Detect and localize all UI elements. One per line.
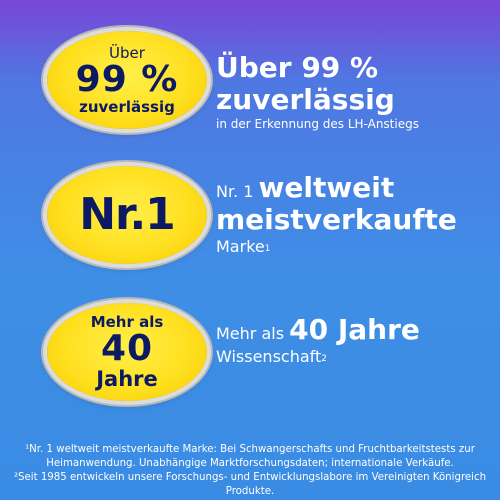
years-badge: Mehr als 40 Jahre bbox=[47, 303, 207, 401]
footnote-mark: 1 bbox=[264, 244, 271, 254]
feature-headline: zuverlässig bbox=[216, 83, 395, 116]
badge-top-text: Mehr als bbox=[90, 313, 164, 331]
feature-headline: 40 Jahre bbox=[289, 313, 420, 346]
badge-bottom-text: zuverlässig bbox=[79, 98, 175, 116]
badge-bottom-text: Jahre bbox=[96, 367, 158, 391]
footnotes: ¹Nr. 1 weltweit meistverkaufte Marke: Be… bbox=[0, 443, 500, 499]
feature-suffix: Marke bbox=[216, 237, 265, 256]
feature-headline: Über 99 % bbox=[216, 51, 379, 84]
feature-prefix: Nr. 1 bbox=[216, 182, 254, 201]
footnote-line: Heimanwendung. Unabhängige Marktforschun… bbox=[46, 458, 454, 469]
feature-bestseller: Nr. 1 weltweit meistverkaufte Marke1 bbox=[216, 172, 457, 258]
feature-headline: meistverkaufte bbox=[216, 203, 457, 236]
feature-suffix: Wissenschaft bbox=[216, 347, 322, 366]
feature-reliability: Über 99 % zuverlässig in der Erkennung d… bbox=[216, 52, 419, 132]
footnote-line: ²Seit 1985 entwickeln unsere Forschungs-… bbox=[13, 472, 487, 497]
badge-main-text: 40 bbox=[100, 328, 154, 369]
badge-main-text: 99 % bbox=[75, 59, 179, 100]
number-one-badge: Nr.1 bbox=[47, 166, 207, 264]
reliability-badge: Über 99 % zuverlässig bbox=[47, 31, 207, 129]
feature-headline: weltweit bbox=[258, 171, 395, 204]
badge-top-text: Über bbox=[109, 44, 145, 62]
feature-subtext: in der Erkennung des LH-Anstiegs bbox=[216, 117, 419, 131]
footnote-line: ¹Nr. 1 weltweit meistverkaufte Marke: Be… bbox=[25, 444, 475, 455]
footnote-mark: 2 bbox=[321, 354, 327, 364]
feature-science: Mehr als 40 Jahre Wissenschaft2 bbox=[216, 314, 420, 368]
badge-main-text: Nr.1 bbox=[79, 189, 176, 240]
feature-prefix: Mehr als bbox=[216, 324, 285, 343]
